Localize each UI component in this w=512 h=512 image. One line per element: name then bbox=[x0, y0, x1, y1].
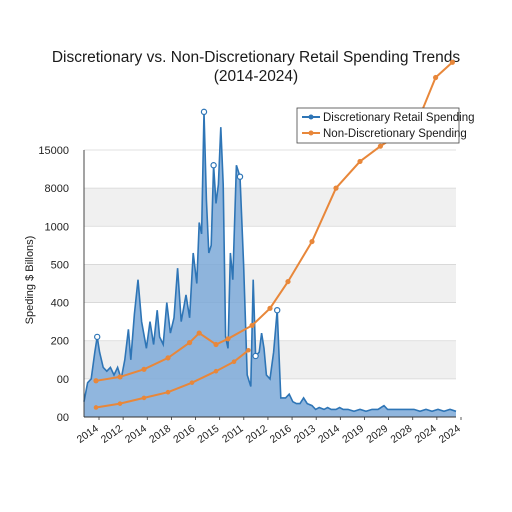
x-tick-label: 2013 bbox=[292, 423, 318, 446]
axes bbox=[83, 150, 456, 418]
discretionary-area-fill bbox=[84, 111, 456, 418]
chart-subtitle: (2014-2024) bbox=[213, 68, 299, 85]
non-discretionary-point bbox=[141, 395, 147, 401]
x-axis-ticks: 2014201220142018201620152011201220162013… bbox=[75, 417, 463, 446]
x-tick-label: 2024 bbox=[413, 423, 439, 446]
plot-band bbox=[84, 226, 456, 265]
non-discretionary-point bbox=[141, 366, 147, 372]
x-tick-label: 2015 bbox=[195, 423, 221, 446]
non-discretionary-point bbox=[165, 389, 171, 395]
y-tick-label: 8000 bbox=[45, 183, 69, 195]
non-discretionary-point bbox=[225, 336, 231, 342]
x-tick-label: 2011 bbox=[220, 423, 246, 446]
non-discretionary-secondary-line bbox=[95, 349, 250, 409]
non-discretionary-point bbox=[267, 305, 273, 311]
x-tick-label: 2024 bbox=[437, 423, 463, 446]
x-tick-label: 2016 bbox=[268, 423, 294, 446]
non-discretionary-point bbox=[165, 355, 171, 361]
legend-discretionary-label: Discretionary Retail Spending bbox=[323, 112, 475, 124]
non-discretionary-point bbox=[189, 380, 195, 385]
x-tick-label: 2029 bbox=[364, 423, 390, 446]
legend[interactable]: Discretionary Retail Spending Non-Discre… bbox=[296, 107, 475, 144]
non-discretionary-point bbox=[249, 322, 255, 329]
chart-title: Discretionary vs. Non-Discretionary Reta… bbox=[51, 49, 461, 66]
x-tick-label: 2012 bbox=[99, 423, 125, 446]
discretionary-peak-marker bbox=[236, 173, 244, 180]
y-tick-label: 200 bbox=[51, 336, 69, 348]
legend-box bbox=[296, 107, 460, 144]
y-axis-label: Speding $ Billons) bbox=[24, 236, 36, 325]
non-discretionary-point bbox=[377, 143, 383, 149]
x-tick-label: 2028 bbox=[388, 423, 414, 446]
non-discretionary-point bbox=[231, 359, 237, 364]
x-tick-label: 2014 bbox=[123, 423, 149, 446]
x-tick-label: 2019 bbox=[340, 423, 366, 446]
non-discretionary-point bbox=[93, 405, 99, 410]
x-tick-label: 2018 bbox=[147, 423, 173, 446]
non-discretionary-point bbox=[213, 368, 219, 374]
non-discretionary-point bbox=[196, 330, 202, 336]
discretionary-area bbox=[83, 108, 457, 418]
non-discretionary-point bbox=[187, 340, 193, 346]
non-discretionary-point bbox=[449, 59, 455, 65]
non-discretionary-point bbox=[333, 185, 339, 191]
x-tick-label: 2016 bbox=[171, 423, 197, 446]
discretionary-peak-marker bbox=[210, 162, 217, 169]
plot-band bbox=[84, 264, 456, 303]
y-axis-ticks: 00 00 200 400 500 1000 8000 15000 bbox=[38, 145, 69, 424]
non-discretionary-point bbox=[213, 341, 219, 348]
non-discretionary-point bbox=[117, 401, 123, 406]
non-discretionary-point bbox=[433, 74, 439, 81]
x-tick-label: 2014 bbox=[75, 423, 101, 446]
x-tick-label: 2014 bbox=[316, 423, 342, 446]
plot-band bbox=[84, 150, 456, 189]
plot-band bbox=[84, 188, 456, 227]
non-discretionary-point bbox=[357, 158, 363, 165]
y-tick-label: 00 bbox=[57, 374, 69, 386]
discretionary-peak-marker bbox=[93, 333, 101, 341]
discretionary-peak-marker bbox=[200, 108, 208, 116]
non-discretionary-point bbox=[309, 238, 315, 245]
y-tick-label: 15000 bbox=[38, 145, 69, 157]
non-discretionary-point bbox=[285, 278, 291, 285]
y-tick-label: 500 bbox=[51, 259, 69, 271]
discretionary-peak-marker bbox=[252, 352, 259, 360]
x-tick-label: 2012 bbox=[244, 423, 270, 446]
legend-non-discretionary-label: Non-Discretionary Spending bbox=[323, 128, 467, 140]
y-tick-label: 1000 bbox=[45, 221, 69, 233]
non-discretionary-point bbox=[117, 374, 123, 380]
y-tick-label: 400 bbox=[51, 298, 69, 310]
legend-non-discretionary-marker bbox=[308, 130, 314, 136]
non-discretionary-point bbox=[246, 347, 251, 353]
non-discretionary-point bbox=[93, 378, 99, 384]
discretionary-peak-marker bbox=[274, 307, 281, 314]
legend-discretionary-marker bbox=[308, 114, 314, 120]
y-tick-label: 00 bbox=[57, 412, 69, 424]
